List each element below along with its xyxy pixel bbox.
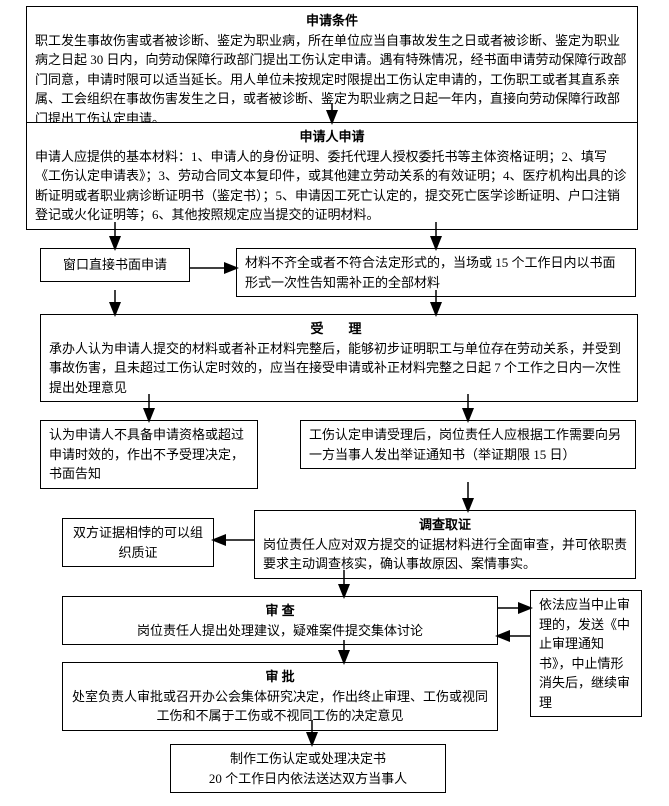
box-title: 申请人申请 [35, 127, 629, 147]
box-body: 申请人应提供的基本材料：1、申请人的身份证明、委托代理人授权委托书等主体资格证明… [35, 147, 629, 225]
box-investigation: 调查取证 岗位责任人应对双方提交的证据材料进行全面审查，并可依职责要求主动调查核… [254, 510, 636, 579]
box-incomplete-materials: 材料不齐全或者不符合法定形式的，当场或 15 个工作日内以书面形式一次性告知需补… [236, 248, 636, 297]
box-evidence-conflict: 双方证据相悖的可以组织质证 [62, 518, 214, 567]
box-approval: 审 批 处室负责人审批或召开办公会集体研究决定，作出终止审理、工伤或视同工伤和不… [62, 662, 498, 731]
box-body: 认为申请人不具备申请资格或超过申请时效的，作出不予受理决定，书面告知 [49, 425, 249, 484]
box-title: 审 批 [71, 667, 489, 687]
box-acceptance: 受 理 承办人认为申请人提交的材料或者补正材料完整后，能够初步证明职工与单位存在… [40, 314, 638, 402]
box-applicant-apply: 申请人申请 申请人应提供的基本材料：1、申请人的身份证明、委托代理人授权委托书等… [26, 122, 638, 230]
box-body: 双方证据相悖的可以组织质证 [71, 523, 205, 562]
box-body: 职工发生事故伤害或者被诊断、鉴定为职业病，所在单位应当自事故发生之日或者被诊断、… [35, 31, 629, 129]
box-decision-doc: 制作工伤认定或处理决定书 20 个工作日内依法送达双方当事人 [170, 744, 446, 793]
box-title: 审 查 [71, 601, 489, 621]
box-body: 岗位责任人应对双方提交的证据材料进行全面审查，并可依职责要求主动调查核实，确认事… [263, 535, 627, 574]
box-title: 申请条件 [35, 11, 629, 31]
box-window-submit: 窗口直接书面申请 [40, 248, 190, 282]
box-body: 窗口直接书面申请 [49, 253, 181, 277]
box-evidence-notice: 工伤认定申请受理后，岗位责任人应根据工作需要向另一方当事人发出举证通知书（举证期… [300, 420, 636, 469]
box-body: 制作工伤认定或处理决定书 20 个工作日内依法送达双方当事人 [179, 749, 437, 788]
box-body: 材料不齐全或者不符合法定形式的，当场或 15 个工作日内以书面形式一次性告知需补… [245, 253, 627, 292]
box-body: 承办人认为申请人提交的材料或者补正材料完整后，能够初步证明职工与单位存在劳动关系… [49, 339, 629, 398]
box-reject-decision: 认为申请人不具备申请资格或超过申请时效的，作出不予受理决定，书面告知 [40, 420, 258, 489]
box-body: 工伤认定申请受理后，岗位责任人应根据工作需要向另一方当事人发出举证通知书（举证期… [309, 425, 627, 464]
box-suspend: 依法应当中止审理的，发送《中止审理通知书》，中止情形消失后，继续审理 [530, 590, 642, 717]
box-title: 调查取证 [263, 515, 627, 535]
box-body: 依法应当中止审理的，发送《中止审理通知书》，中止情形消失后，继续审理 [539, 595, 633, 712]
box-body: 岗位责任人提出处理建议，疑难案件提交集体讨论 [71, 621, 489, 641]
box-review: 审 查 岗位责任人提出处理建议，疑难案件提交集体讨论 [62, 596, 498, 645]
box-application-conditions: 申请条件 职工发生事故伤害或者被诊断、鉴定为职业病，所在单位应当自事故发生之日或… [26, 6, 638, 133]
box-title: 受 理 [49, 319, 629, 339]
box-body: 处室负责人审批或召开办公会集体研究决定，作出终止审理、工伤或视同工伤和不属于工伤… [71, 687, 489, 726]
